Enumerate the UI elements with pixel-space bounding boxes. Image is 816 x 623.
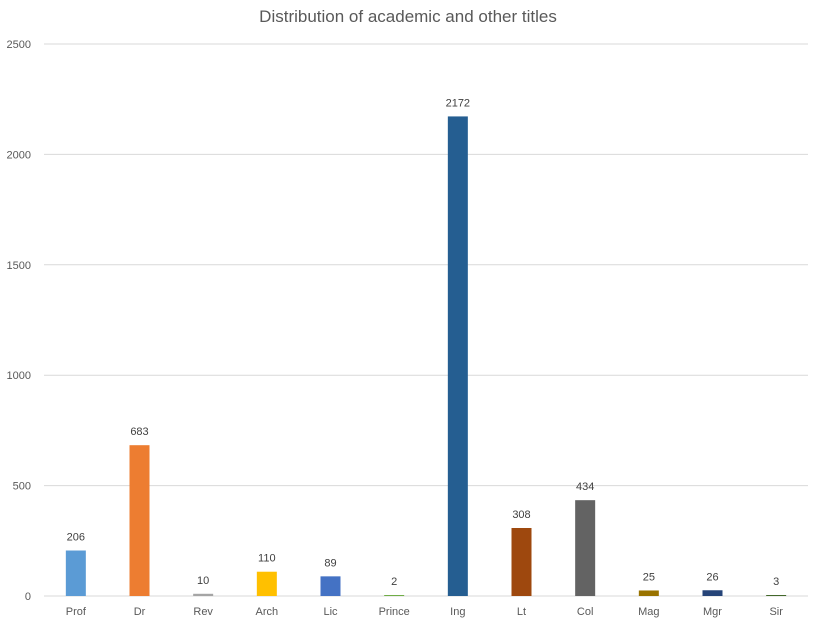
x-tick-label: Mag	[638, 606, 659, 618]
bar-mgr	[702, 590, 723, 596]
data-label: 3	[773, 576, 779, 588]
y-tick-label: 1500	[7, 260, 31, 272]
x-tick-label: Lic	[323, 606, 338, 618]
x-tick-label: Mgr	[703, 606, 722, 618]
data-label: 26	[706, 571, 718, 583]
bar-arch	[256, 571, 277, 596]
bar-prof	[65, 550, 86, 596]
x-tick-label: Prince	[379, 606, 410, 618]
bar-lt	[511, 527, 532, 596]
data-label: 25	[643, 571, 655, 583]
data-label: 2172	[446, 97, 470, 109]
bar-col	[575, 500, 596, 596]
data-label: 10	[197, 575, 209, 587]
data-label: 2	[391, 576, 397, 588]
y-tick-label: 0	[25, 591, 31, 603]
x-tick-label: Arch	[256, 606, 279, 618]
y-tick-label: 500	[13, 481, 31, 493]
x-tick-label: Sir	[769, 606, 783, 618]
bar-mag	[638, 590, 659, 596]
x-tick-label: Dr	[134, 606, 146, 618]
data-label: 683	[130, 426, 148, 438]
x-tick-label: Lt	[517, 606, 526, 618]
bar-dr	[129, 445, 150, 596]
x-tick-label: Prof	[66, 606, 87, 618]
bar-rev	[193, 593, 214, 596]
data-label: 110	[258, 553, 276, 565]
data-label: 206	[67, 532, 85, 544]
bar-sir	[766, 595, 787, 596]
y-tick-label: 1000	[7, 370, 31, 382]
data-label: 308	[512, 509, 530, 521]
data-label: 89	[324, 557, 336, 569]
x-tick-label: Rev	[193, 606, 213, 618]
bar-lic	[320, 576, 341, 596]
y-tick-label: 2500	[7, 39, 31, 51]
y-tick-label: 2000	[7, 149, 31, 161]
x-tick-label: Ing	[450, 606, 465, 618]
data-label: 434	[576, 481, 594, 493]
chart-title: Distribution of academic and other title…	[259, 7, 557, 26]
bar-ing	[447, 116, 468, 597]
bar-prince	[384, 595, 405, 596]
x-tick-label: Col	[577, 606, 594, 618]
